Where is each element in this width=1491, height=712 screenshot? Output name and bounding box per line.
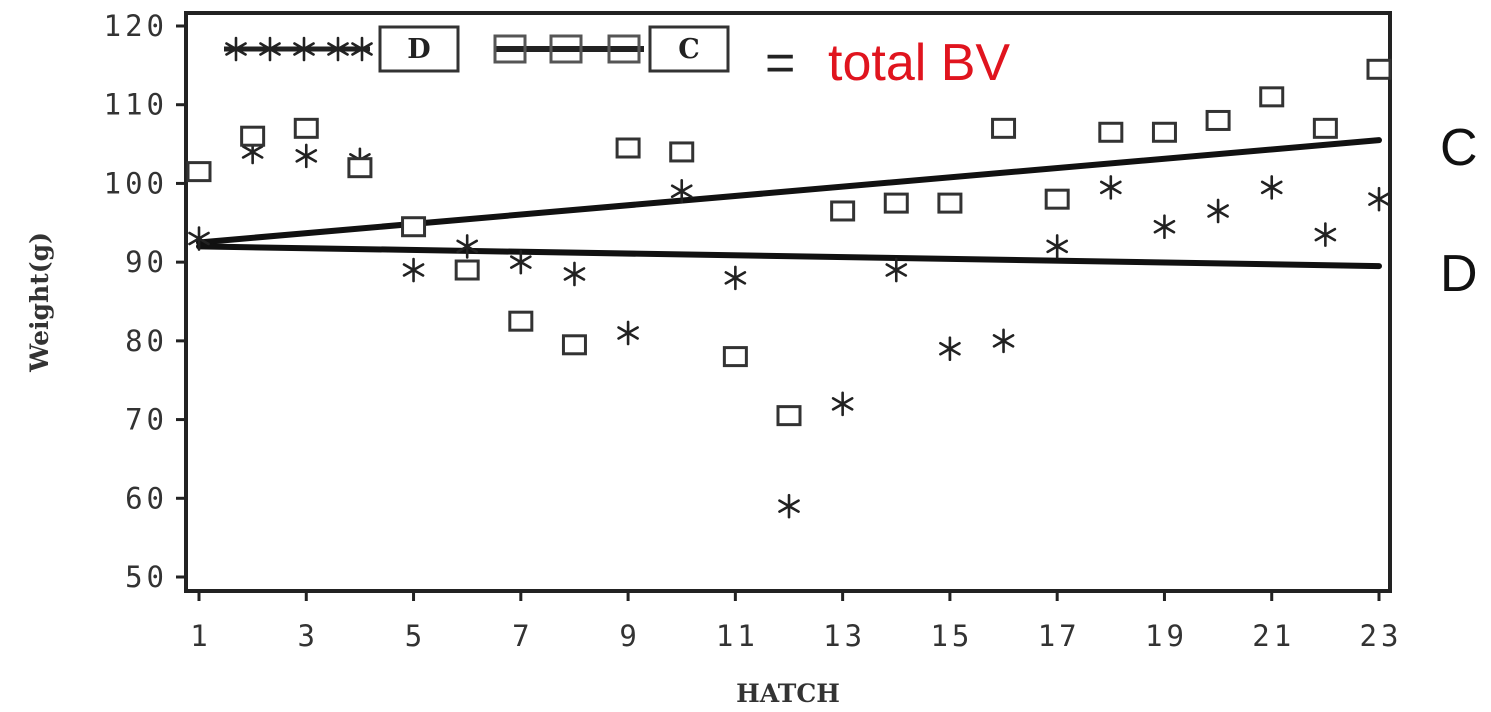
trend-label-d: D [1440,245,1478,303]
plot-frame [184,11,1392,593]
annotation-total-bv: total BV [828,34,1010,92]
data-point-d [724,265,747,291]
x-tick-label: 15 [930,619,973,653]
data-point-c [937,192,963,214]
x-tick-label: 3 [298,619,319,653]
data-point-d [188,226,210,251]
data-point-c [1366,58,1392,80]
data-point-c [669,141,695,163]
data-points [186,58,1392,519]
data-point-c [1259,86,1285,108]
x-tick-label: 21 [1252,619,1295,653]
data-point-d [1314,222,1337,247]
trend-lines [196,137,1382,270]
data-point-c [883,192,909,214]
data-point-d [295,143,318,169]
x-tick-label: 17 [1038,619,1081,653]
legend: D C = total BV [224,25,1010,92]
trend-line-c [196,137,1382,246]
data-point-c [1312,117,1338,139]
y-tick-label: 60 [125,481,168,515]
data-point-c [240,125,266,147]
data-point-d [1260,175,1283,200]
legend-d-marker [293,36,315,62]
y-tick-label: 110 [104,88,168,122]
data-point-c [1151,121,1177,143]
data-point-c [293,117,319,139]
x-tick-label: 13 [823,619,866,653]
data-point-c [561,334,587,356]
data-point-d [509,249,532,275]
y-tick-label: 70 [125,403,168,437]
y-tick-label: 80 [125,324,168,358]
trend-label-c: C [1440,119,1478,177]
x-tick-label: 5 [405,619,426,653]
data-point-d [992,328,1015,354]
legend-c-label: C [678,34,700,65]
x-tick-label: 9 [619,619,640,653]
data-point-c [615,137,641,159]
data-point-c [991,117,1017,139]
annotation-equals: = [765,34,795,92]
data-point-c [1098,121,1124,143]
data-point-c [401,216,427,238]
y-tick-label: 50 [125,560,168,594]
legend-c-box [648,25,730,73]
data-point-d [1046,234,1069,259]
data-point-c [722,346,748,368]
x-tick-label: 19 [1145,619,1188,653]
legend-d-marker [259,36,281,62]
legend-d-marker [225,36,247,62]
data-point-d [885,257,908,283]
data-point-d [456,234,479,259]
y-tick-label: 100 [104,166,168,200]
x-axis-title: HATCH [736,679,840,708]
legend-c-marker [493,34,527,64]
legend-d-marker [327,36,349,62]
data-point-d [1207,198,1229,224]
y-axis-ticks: 50 60 70 80 90 100 110 120 [104,9,186,594]
x-tick-label: 23 [1360,619,1403,653]
data-point-d [1368,186,1390,212]
y-tick-label: 90 [125,245,168,279]
legend-d-marker [351,36,373,62]
legend-d-box [378,25,460,73]
data-point-d [563,261,586,287]
data-point-c [454,259,480,281]
data-point-d [1099,175,1122,200]
data-point-c [1044,188,1070,210]
legend-d-sample [224,36,373,62]
data-point-d [831,391,854,417]
data-point-c [1205,109,1231,131]
data-point-d [778,493,800,519]
x-tick-label: 7 [512,619,533,653]
data-point-d [939,336,961,362]
data-point-d [617,320,639,346]
x-axis-ticks: 1 3 5 7 9 11 13 15 17 19 21 23 [190,591,1403,653]
y-tick-label: 120 [104,9,168,43]
legend-c-marker [549,34,583,64]
legend-c-marker [607,34,641,64]
x-tick-label: 1 [190,619,211,653]
trend-line-d [196,243,1382,270]
legend-d-label: D [407,34,430,65]
data-point-c [186,161,212,183]
x-tick-label: 11 [716,619,759,653]
data-point-d [402,257,425,283]
y-axis-title: Weight(g) [25,232,54,373]
data-point-c [776,405,802,427]
legend-c-sample [493,34,644,64]
data-point-d [670,179,693,204]
data-point-c [508,310,534,332]
data-point-c [347,157,373,179]
data-point-c [830,200,856,222]
data-point-d [1153,214,1176,240]
